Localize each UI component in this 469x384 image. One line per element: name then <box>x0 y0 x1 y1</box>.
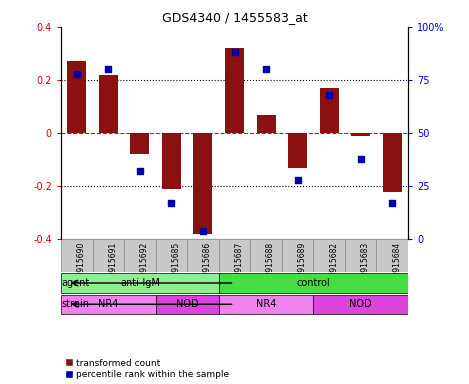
Point <box>136 168 144 174</box>
Bar <box>156 239 187 272</box>
Text: GSM915689: GSM915689 <box>298 242 307 288</box>
Text: agent: agent <box>61 278 90 288</box>
Bar <box>383 133 402 192</box>
Bar <box>219 295 313 314</box>
Point <box>325 92 333 98</box>
Bar <box>130 133 149 154</box>
Text: GSM915686: GSM915686 <box>203 242 212 288</box>
Bar <box>61 239 92 272</box>
Bar <box>194 133 212 234</box>
Text: strain: strain <box>61 299 90 309</box>
Bar <box>225 48 244 133</box>
Point <box>231 49 238 55</box>
Text: GSM915692: GSM915692 <box>140 242 149 288</box>
Text: anti-IgM: anti-IgM <box>120 278 160 288</box>
Bar <box>351 133 370 136</box>
Legend: transformed count, percentile rank within the sample: transformed count, percentile rank withi… <box>66 359 229 379</box>
Bar <box>288 133 307 168</box>
Bar <box>257 114 275 133</box>
Bar <box>162 133 181 189</box>
Bar <box>219 239 250 272</box>
Point <box>388 200 396 206</box>
Bar <box>282 239 313 272</box>
Bar <box>345 239 377 272</box>
Text: NR4: NR4 <box>98 299 119 309</box>
Text: NOD: NOD <box>349 299 372 309</box>
Text: NR4: NR4 <box>256 299 276 309</box>
Text: GSM915691: GSM915691 <box>108 242 117 288</box>
Bar <box>61 273 219 293</box>
Bar <box>99 74 118 133</box>
Text: GSM915690: GSM915690 <box>77 242 86 288</box>
Point <box>294 177 302 183</box>
Bar <box>219 273 408 293</box>
Bar <box>187 239 219 272</box>
Bar <box>377 239 408 272</box>
Point <box>167 200 175 206</box>
Text: GSM915682: GSM915682 <box>329 242 338 288</box>
Text: GSM915688: GSM915688 <box>266 242 275 288</box>
Bar <box>320 88 339 133</box>
Text: GSM915684: GSM915684 <box>392 242 401 288</box>
Point <box>73 71 81 77</box>
Text: GSM915687: GSM915687 <box>234 242 243 288</box>
Bar <box>92 239 124 272</box>
Point <box>199 228 207 234</box>
Text: control: control <box>296 278 330 288</box>
Point <box>357 156 364 162</box>
Text: GSM915683: GSM915683 <box>361 242 370 288</box>
Bar <box>313 239 345 272</box>
Bar <box>156 295 219 314</box>
Text: NOD: NOD <box>176 299 198 309</box>
Title: GDS4340 / 1455583_at: GDS4340 / 1455583_at <box>162 11 307 24</box>
Bar <box>67 61 86 133</box>
Bar <box>61 295 156 314</box>
Bar <box>124 239 156 272</box>
Point <box>105 66 112 73</box>
Point <box>262 66 270 73</box>
Text: GSM915685: GSM915685 <box>171 242 181 288</box>
Bar <box>250 239 282 272</box>
Bar <box>313 295 408 314</box>
